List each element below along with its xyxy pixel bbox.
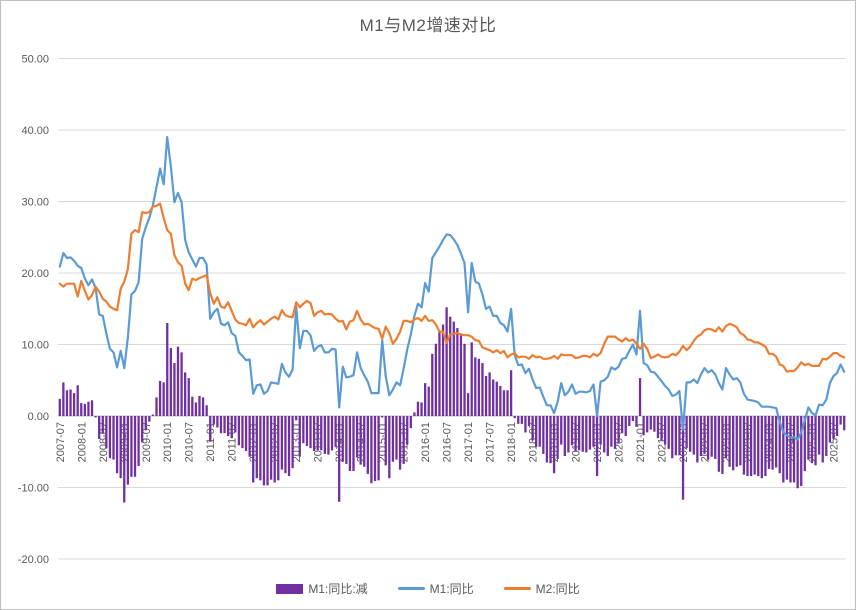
svg-text:20.00: 20.00 <box>21 268 49 280</box>
chart-title: M1与M2增速对比 <box>359 16 497 35</box>
svg-text:10.00: 10.00 <box>21 340 49 352</box>
line-swatch-icon <box>397 587 425 590</box>
svg-text:40.00: 40.00 <box>21 125 49 137</box>
svg-text:2021-01: 2021-01 <box>635 422 647 462</box>
svg-text:2018-01: 2018-01 <box>506 422 518 462</box>
legend-label: M2:同比 <box>535 582 580 596</box>
bar-swatch-icon <box>276 583 304 594</box>
svg-text:2016-07: 2016-07 <box>442 422 454 462</box>
svg-text:-10.00: -10.00 <box>18 483 49 495</box>
svg-text:50.00: 50.00 <box>21 54 49 66</box>
svg-text:2008-01: 2008-01 <box>76 422 88 462</box>
legend-item-m1-yoy: M1:同比 <box>397 580 474 597</box>
svg-text:-20.00: -20.00 <box>18 554 49 566</box>
svg-text:2017-01: 2017-01 <box>463 422 475 462</box>
svg-text:2010-01: 2010-01 <box>162 422 174 462</box>
svg-text:2010-07: 2010-07 <box>184 422 196 462</box>
legend-label: M1:同比:减 <box>308 582 368 596</box>
svg-text:2011-01: 2011-01 <box>205 422 217 462</box>
legend-item-m1-spread: M1:同比:减 <box>276 580 368 597</box>
line-m2-yoy <box>58 202 846 373</box>
svg-text:30.00: 30.00 <box>21 197 49 209</box>
svg-text:2016-01: 2016-01 <box>420 422 432 462</box>
line-m1-yoy <box>58 136 846 441</box>
y-axis-labels: 50.00 40.00 30.00 20.00 10.00 0.00 -10.00 -20.0… <box>18 54 49 567</box>
svg-text:2009-07: 2009-07 <box>141 422 153 462</box>
svg-text:0.00: 0.00 <box>28 411 49 423</box>
line-swatch-icon <box>503 587 531 590</box>
bar-series-m1-minus-m2 <box>58 307 846 503</box>
legend: M1:同比:减 M1:同比 M2:同比 <box>1 580 855 597</box>
svg-text:2007-07: 2007-07 <box>55 422 67 462</box>
legend-item-m2-yoy: M2:同比 <box>503 580 580 597</box>
gridlines <box>58 58 846 560</box>
legend-label: M1:同比 <box>429 582 474 596</box>
svg-text:2017-07: 2017-07 <box>485 422 497 462</box>
